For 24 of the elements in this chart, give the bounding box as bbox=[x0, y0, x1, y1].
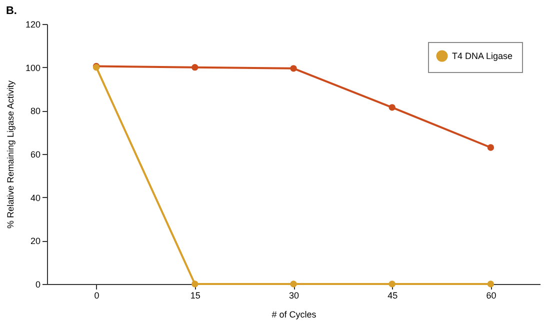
x-axis-title: # of Cycles bbox=[272, 310, 317, 320]
chart-title: B. bbox=[6, 5, 17, 17]
x-tick-label: 15 bbox=[190, 290, 200, 300]
point bbox=[487, 144, 494, 151]
y-tick-label: 20 bbox=[30, 236, 40, 246]
x-tick-label: 60 bbox=[486, 290, 496, 300]
x-tick-label: 45 bbox=[388, 290, 398, 300]
point bbox=[192, 280, 198, 288]
y-tick-label: 40 bbox=[30, 192, 40, 203]
point bbox=[290, 280, 297, 288]
point bbox=[388, 104, 396, 111]
point bbox=[388, 280, 396, 288]
y-axis-title: % Relative Remaining Ligase Activity bbox=[5, 80, 16, 229]
y-tick-label: 100 bbox=[25, 62, 40, 73]
x-tick-label: 0 bbox=[94, 290, 100, 300]
point bbox=[192, 64, 198, 71]
legend-label: T4 DNA Ligase bbox=[452, 51, 513, 61]
y-tick-label: 0 bbox=[35, 280, 40, 290]
x-tick-label: 30 bbox=[288, 290, 300, 300]
point bbox=[487, 280, 494, 288]
y-tick-label: 60 bbox=[30, 150, 40, 160]
y-tick-label: 120 bbox=[25, 20, 40, 30]
y-tick-label: 80 bbox=[30, 106, 40, 116]
point bbox=[290, 65, 297, 72]
